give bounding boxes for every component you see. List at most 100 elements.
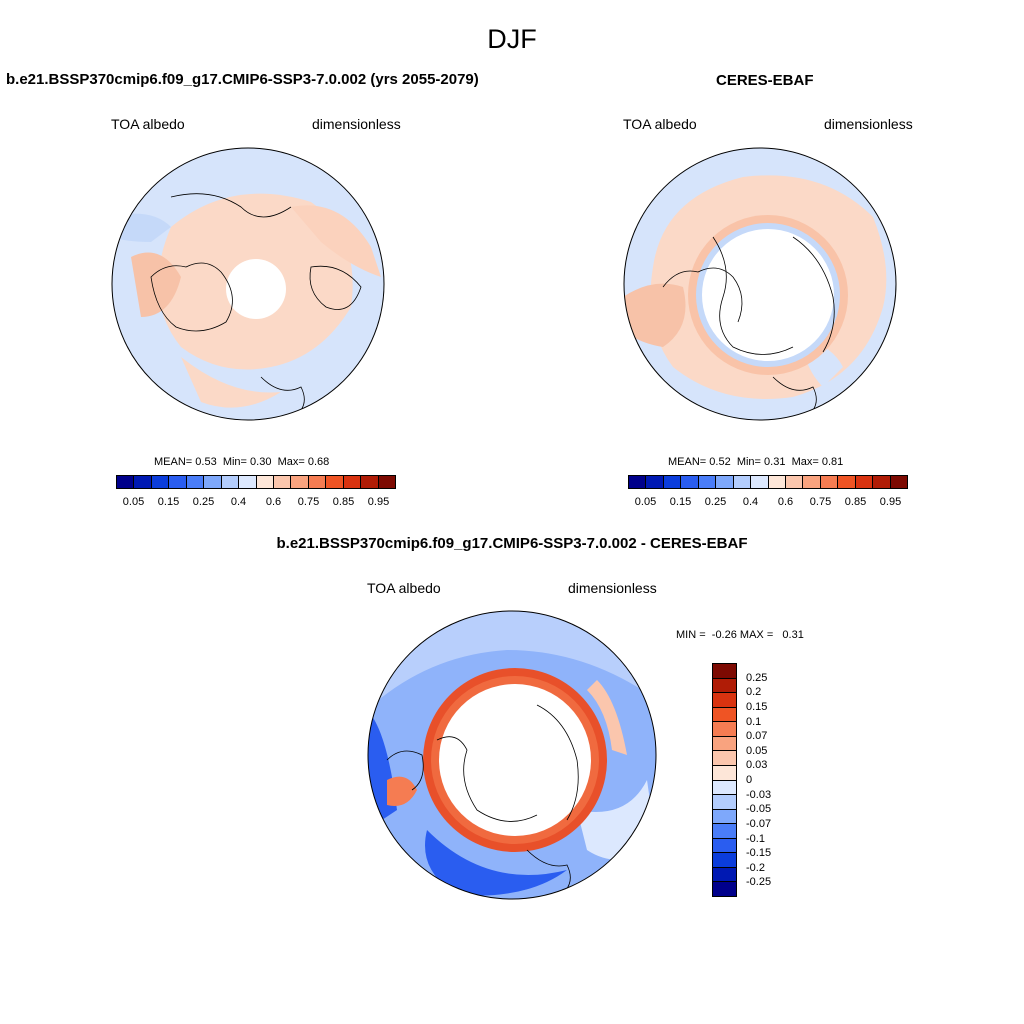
season-title: DJF [487, 24, 537, 54]
colorbar-swatch [751, 476, 769, 488]
colorbar-tick-label: -0.07 [746, 817, 772, 830]
colorbar-tick-label: -0.15 [746, 847, 772, 860]
colorbar-tick-label: -0.25 [746, 876, 772, 889]
colorbar-swatch [326, 476, 344, 488]
colorbar-tick-label: 0.05 [746, 744, 768, 757]
colorbar-swatch [343, 476, 362, 488]
colorbar-swatch [629, 476, 647, 488]
colorbar-swatch [768, 476, 786, 488]
colorbar-tick-label: 0.03 [746, 759, 768, 772]
colorbar-tick-label: 0.1 [746, 715, 762, 728]
colorbar-swatch [713, 664, 736, 679]
obs-units-label: dimensionless [824, 116, 913, 132]
colorbar-swatch [361, 476, 379, 488]
colorbar-swatch [713, 678, 736, 694]
model-variable-label: TOA albedo [111, 116, 185, 132]
model-polar-map [111, 147, 385, 421]
colorbar-tick-label: 0.15 [669, 496, 692, 508]
colorbar-swatch [151, 476, 170, 488]
obs-variable-label: TOA albedo [623, 116, 697, 132]
colorbar-tick-label: 0.4 [230, 496, 247, 508]
colorbar-tick-label: 0.15 [746, 700, 768, 713]
colorbar-tick-label: -0.03 [746, 788, 772, 801]
colorbar-swatch [713, 882, 736, 896]
colorbar-tick-label: -0.1 [746, 832, 765, 845]
colorbar-swatch [803, 476, 821, 488]
colorbar-swatch [873, 476, 891, 488]
colorbar-swatch [713, 809, 736, 825]
colorbar-swatch [221, 476, 240, 488]
diff-colorbar-labels: 0.25 0.2 0.15 0.1 0.07 0.05 0.03 0 -0.03 -0.05 -0.… [746, 663, 786, 897]
model-colorbar [116, 475, 396, 489]
colorbar-swatch [713, 780, 736, 796]
colorbar-tick-label: 0.75 [297, 496, 320, 508]
colorbar-swatch [204, 476, 222, 488]
colorbar-swatch [713, 722, 736, 737]
colorbar-tick-label: 0.85 [844, 496, 867, 508]
colorbar-swatch [713, 867, 736, 883]
colorbar-swatch [713, 765, 736, 781]
obs-panel-title: CERES-EBAF [716, 72, 814, 89]
diff-variable-label: TOA albedo [367, 580, 441, 596]
colorbar-swatch [646, 476, 664, 488]
colorbar-swatch [134, 476, 152, 488]
colorbar-swatch [169, 476, 187, 488]
colorbar-swatch [713, 838, 736, 854]
colorbar-swatch [785, 476, 804, 488]
colorbar-tick-label: 0.6 [265, 496, 282, 508]
colorbar-tick-label: 0.25 [746, 671, 768, 684]
diff-colorbar [712, 663, 737, 897]
colorbar-swatch [733, 476, 752, 488]
colorbar-tick-label: -0.2 [746, 861, 765, 874]
colorbar-swatch [186, 476, 205, 488]
colorbar-swatch [838, 476, 856, 488]
colorbar-tick-label: 0.4 [742, 496, 759, 508]
colorbar-swatch [308, 476, 327, 488]
colorbar-swatch [820, 476, 839, 488]
obs-stats: MEAN= 0.52 Min= 0.31 Max= 0.81 [668, 456, 844, 468]
colorbar-tick-label: 0.2 [746, 686, 762, 699]
colorbar-swatch [663, 476, 682, 488]
colorbar-swatch [681, 476, 699, 488]
colorbar-tick-label: 0.85 [332, 496, 355, 508]
colorbar-swatch [291, 476, 309, 488]
diff-stats: MIN = -0.26 MAX = 0.31 [676, 629, 804, 641]
model-colorbar-labels: 0.05 0.15 0.25 0.4 0.6 0.75 0.85 0.95 [116, 496, 396, 510]
colorbar-swatch [273, 476, 292, 488]
colorbar-tick-label: 0.95 [879, 496, 902, 508]
colorbar-swatch [698, 476, 717, 488]
colorbar-swatch [713, 824, 736, 839]
colorbar-swatch [378, 476, 395, 488]
colorbar-swatch [117, 476, 135, 488]
colorbar-swatch [713, 736, 736, 752]
colorbar-swatch [890, 476, 907, 488]
obs-colorbar-labels: 0.05 0.15 0.25 0.4 0.6 0.75 0.85 0.95 [628, 496, 908, 510]
colorbar-tick-label: 0.05 [122, 496, 145, 508]
model-panel-title: b.e21.BSSP370cmip6.f09_g17.CMIP6-SSP3-7.… [6, 71, 479, 88]
obs-polar-map [623, 147, 897, 421]
obs-colorbar [628, 475, 908, 489]
colorbar-swatch [713, 707, 736, 723]
colorbar-tick-label: 0.05 [634, 496, 657, 508]
colorbar-tick-label: 0.15 [157, 496, 180, 508]
model-stats: MEAN= 0.53 Min= 0.30 Max= 0.68 [154, 456, 330, 468]
colorbar-swatch [239, 476, 257, 488]
colorbar-tick-label: 0.6 [777, 496, 794, 508]
model-units-label: dimensionless [312, 116, 401, 132]
colorbar-swatch [855, 476, 874, 488]
diff-units-label: dimensionless [568, 580, 657, 596]
colorbar-tick-label: 0.25 [704, 496, 727, 508]
colorbar-swatch [713, 693, 736, 708]
colorbar-swatch [713, 751, 736, 766]
colorbar-tick-label: 0.75 [809, 496, 832, 508]
colorbar-swatch [716, 476, 734, 488]
diff-panel-title: b.e21.BSSP370cmip6.f09_g17.CMIP6-SSP3-7.… [276, 535, 748, 552]
colorbar-swatch [256, 476, 274, 488]
colorbar-tick-label: -0.05 [746, 803, 772, 816]
colorbar-swatch [713, 795, 736, 810]
colorbar-tick-label: 0.95 [367, 496, 390, 508]
colorbar-tick-label: 0.25 [192, 496, 215, 508]
diff-polar-map [367, 610, 657, 900]
colorbar-tick-label: 0.07 [746, 730, 768, 743]
colorbar-tick-label: 0 [746, 774, 753, 786]
